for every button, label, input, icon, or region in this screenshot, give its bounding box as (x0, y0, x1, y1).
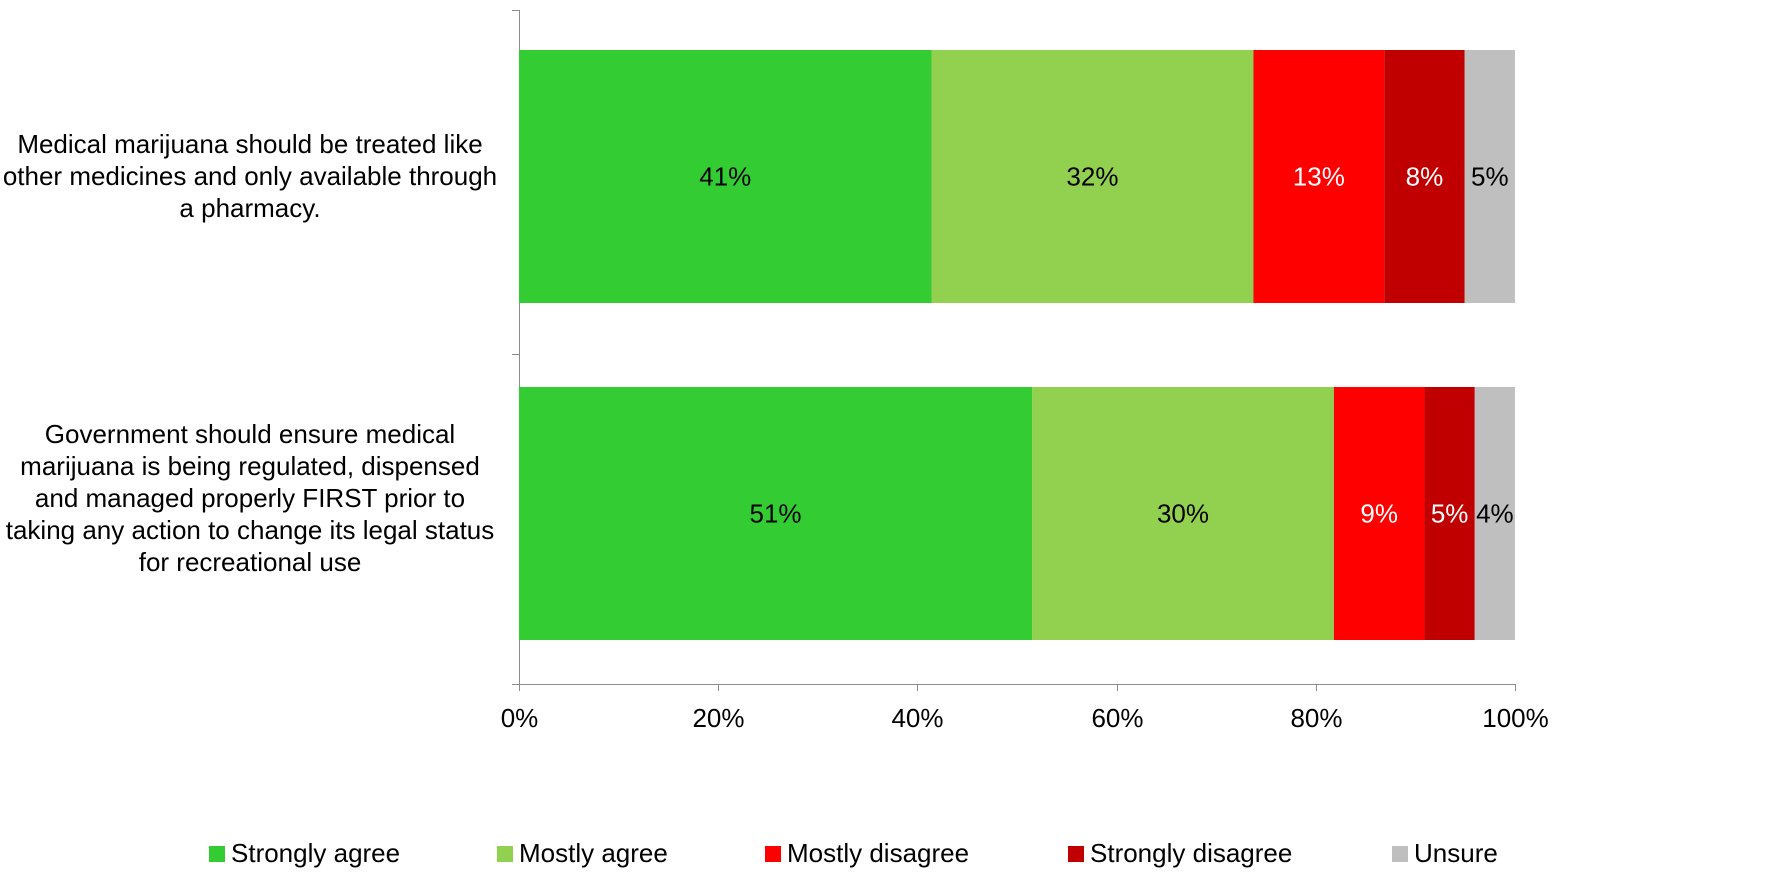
bar-segment-2-strongly-agree (519, 387, 1033, 640)
data-label-2-strongly-disagree: 5% (1431, 499, 1469, 529)
data-label-2-mostly-disagree: 9% (1360, 499, 1398, 529)
x-tick-label-1: 20% (692, 703, 744, 733)
legend-swatch (209, 845, 225, 862)
bar-segment-1-unsure (1464, 50, 1515, 303)
legend-label: Strongly agree (231, 838, 401, 868)
legend-item-mostly-agree: Mostly agree (497, 838, 668, 869)
bar-segment-1-strongly-disagree (1384, 50, 1465, 303)
legend-label: Unsure (1414, 838, 1498, 868)
bar-segment-2-strongly-disagree (1424, 387, 1475, 640)
legend-swatch (1068, 845, 1084, 862)
legend-item-strongly-agree: Strongly agree (209, 838, 400, 869)
x-tick-label-2: 40% (891, 703, 943, 733)
legend-label: Strongly disagree (1090, 838, 1293, 868)
data-label-1-unsure: 5% (1471, 162, 1509, 192)
data-label-2-unsure: 4% (1476, 499, 1514, 529)
data-label-1-mostly-agree: 32% (1066, 162, 1118, 192)
legend-label: Mostly agree (519, 838, 668, 868)
legend-swatch (497, 845, 513, 862)
data-label-1-strongly-agree: 41% (699, 162, 751, 192)
bar-segment-1-strongly-agree (519, 50, 932, 303)
legend-item-strongly-disagree: Strongly disagree (1068, 838, 1292, 869)
category-label-1: Medical marijuana should be treated like… (2, 129, 498, 223)
legend: Strongly agree Mostly agree Mostly disagre… (0, 838, 1771, 878)
bar-segment-1-mostly-disagree (1253, 50, 1385, 303)
category-label-2: Government should ensure medical marijua… (5, 419, 495, 577)
data-label-1-mostly-disagree: 13% (1293, 162, 1345, 192)
data-label-2-strongly-agree: 51% (750, 499, 802, 529)
bar-segment-1-mostly-agree (931, 50, 1254, 303)
legend-item-unsure: Unsure (1392, 838, 1498, 869)
bar-segment-2-unsure (1474, 387, 1515, 640)
data-label-2-mostly-agree: 30% (1157, 499, 1209, 529)
bar-segment-2-mostly-agree (1032, 387, 1334, 640)
x-tick-label-5: 100% (1482, 703, 1549, 733)
x-tick-label-0: 0% (501, 703, 539, 733)
legend-swatch (765, 845, 781, 862)
legend-label: Mostly disagree (787, 838, 970, 868)
legend-swatch (1392, 845, 1408, 862)
data-label-1-strongly-disagree: 8% (1406, 162, 1444, 192)
x-tick-label-4: 80% (1290, 703, 1342, 733)
legend-item-mostly-disagree: Mostly disagree (765, 838, 969, 869)
x-tick-label-3: 60% (1091, 703, 1143, 733)
bar-segment-2-mostly-disagree (1333, 387, 1425, 640)
